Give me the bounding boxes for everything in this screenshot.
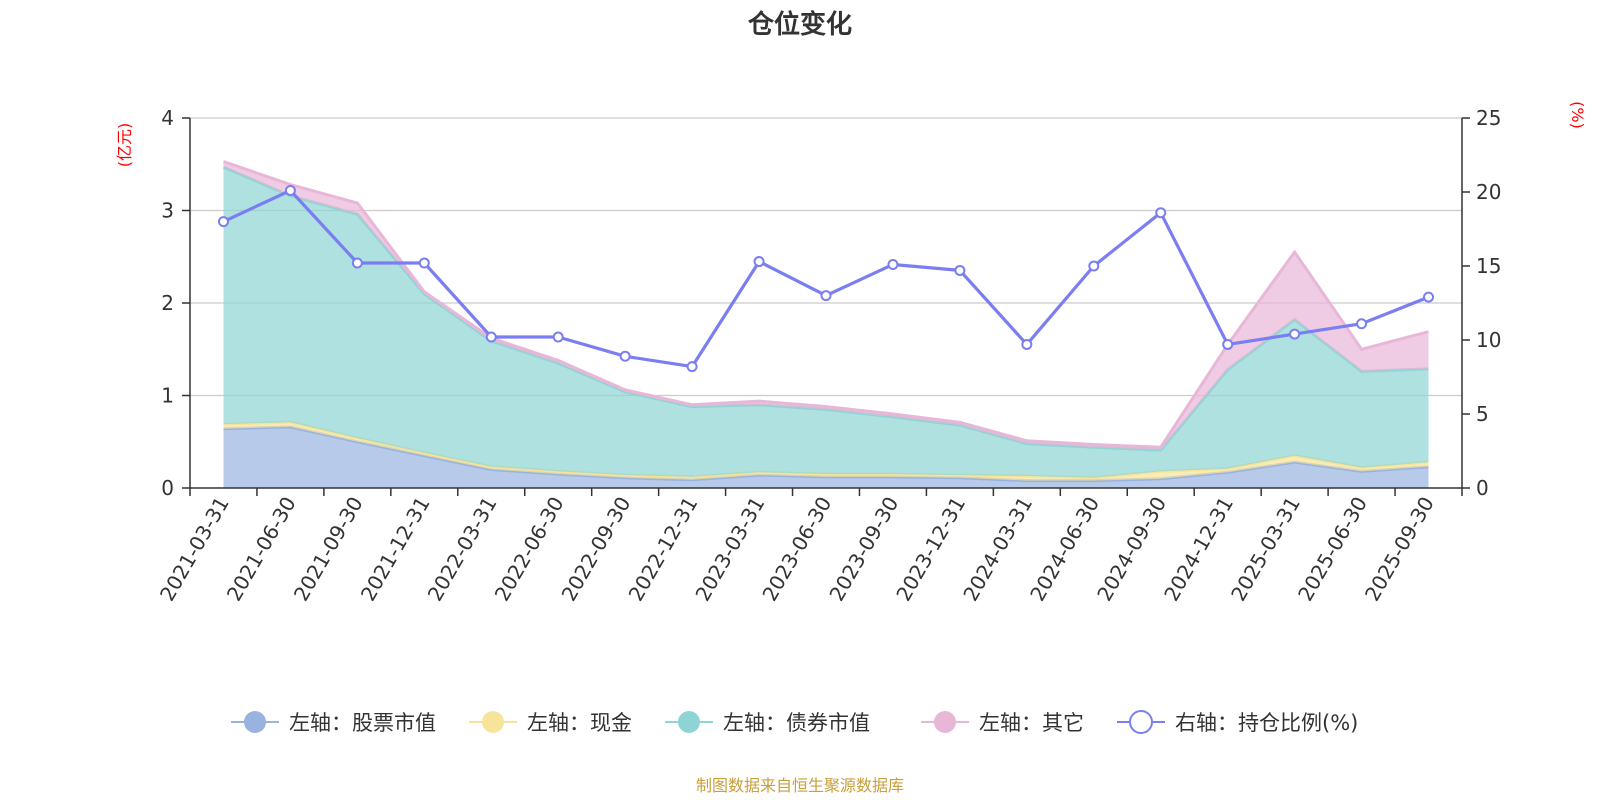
legend-marker-4 — [1129, 710, 1153, 734]
legend-marker-1 — [482, 711, 504, 733]
ratio-point-8 — [753, 256, 765, 268]
x-tick-label: 2022-12-31 — [624, 493, 703, 606]
x-tick-label: 2025-09-30 — [1360, 493, 1439, 606]
x-tick-label: 2025-06-30 — [1293, 493, 1372, 606]
x-tick-label: 2021-06-30 — [222, 493, 301, 606]
x-tick-label: 2021-12-31 — [356, 493, 435, 606]
right-tick-label: 20 — [1476, 180, 1501, 204]
legend-marker-3 — [934, 711, 956, 733]
left-tick-label: 0 — [161, 476, 174, 500]
source-note: 制图数据来自恒生聚源数据库 — [696, 776, 904, 795]
legend-label-1: 左轴：现金 — [527, 711, 632, 735]
holding-ratio-line — [217, 185, 1435, 373]
legend: 左轴：股票市值 左轴：现金 左轴：债券市值 左轴：其它 右轴：持仓比例(%) — [231, 710, 1358, 735]
x-tick-label: 2022-03-31 — [423, 493, 502, 606]
x-tick-label: 2024-06-30 — [1025, 493, 1104, 606]
right-tick-label: 15 — [1476, 254, 1501, 278]
ratio-point-7 — [686, 361, 698, 373]
right-axis-unit: (%) — [1568, 101, 1587, 129]
ratio-point-18 — [1423, 291, 1435, 303]
left-tick-label: 2 — [161, 291, 174, 315]
legend-label-3: 左轴：其它 — [979, 711, 1084, 735]
x-tick-label: 2025-03-31 — [1226, 493, 1305, 606]
ratio-point-12 — [1021, 338, 1033, 350]
x-tick-label: 2023-06-30 — [757, 493, 836, 606]
legend-item-1: 左轴：现金 — [469, 711, 632, 735]
ratio-point-6 — [619, 350, 631, 362]
x-tick-label: 2024-12-31 — [1159, 493, 1238, 606]
x-tick-label: 2024-09-30 — [1092, 493, 1171, 606]
legend-label-2: 左轴：债券市值 — [723, 711, 870, 735]
chart-title: 仓位变化 — [747, 9, 852, 40]
legend-marker-0 — [244, 711, 266, 733]
x-tick-label: 2022-06-30 — [490, 493, 569, 606]
x-tick-label: 2022-09-30 — [557, 493, 636, 606]
ratio-point-2 — [351, 257, 363, 269]
right-tick-label: 25 — [1476, 106, 1501, 130]
ratio-point-9 — [820, 290, 832, 302]
ratio-point-10 — [887, 259, 899, 271]
legend-item-0: 左轴：股票市值 — [231, 711, 436, 735]
left-tick-label: 4 — [161, 106, 174, 130]
ratio-point-4 — [485, 331, 497, 343]
left-tick-label: 3 — [161, 199, 174, 223]
x-tick-label: 2021-03-31 — [155, 493, 234, 606]
left-tick-label: 1 — [161, 384, 174, 408]
right-tick-label: 0 — [1476, 476, 1489, 500]
x-tick-label: 2023-03-31 — [690, 493, 769, 606]
ratio-point-11 — [954, 264, 966, 276]
right-tick-label: 5 — [1476, 402, 1489, 426]
ratio-point-1 — [284, 185, 296, 197]
ratio-point-13 — [1088, 260, 1100, 272]
x-tick-label: 2023-09-30 — [824, 493, 903, 606]
x-tick-label: 2021-09-30 — [289, 493, 368, 606]
x-tick-label: 2023-12-31 — [891, 493, 970, 606]
ratio-point-17 — [1356, 318, 1368, 330]
ratio-point-3 — [418, 257, 430, 269]
right-tick-label: 10 — [1476, 328, 1501, 352]
legend-item-2: 左轴：债券市值 — [665, 711, 870, 735]
ratio-point-0 — [217, 216, 229, 228]
legend-item-3: 左轴：其它 — [921, 711, 1084, 735]
legend-label-0: 左轴：股票市值 — [289, 711, 436, 735]
ratio-point-5 — [552, 331, 564, 343]
legend-label-4: 右轴：持仓比例(%) — [1175, 711, 1358, 735]
left-axis-unit: (亿元) — [115, 123, 134, 168]
area-series-2 — [223, 167, 1429, 478]
legend-item-4: 右轴：持仓比例(%) — [1117, 710, 1358, 735]
legend-marker-2 — [678, 711, 700, 733]
x-tick-label: 2024-03-31 — [958, 493, 1037, 606]
ratio-point-16 — [1289, 328, 1301, 340]
ratio-point-15 — [1222, 338, 1234, 350]
ratio-point-14 — [1155, 207, 1167, 219]
